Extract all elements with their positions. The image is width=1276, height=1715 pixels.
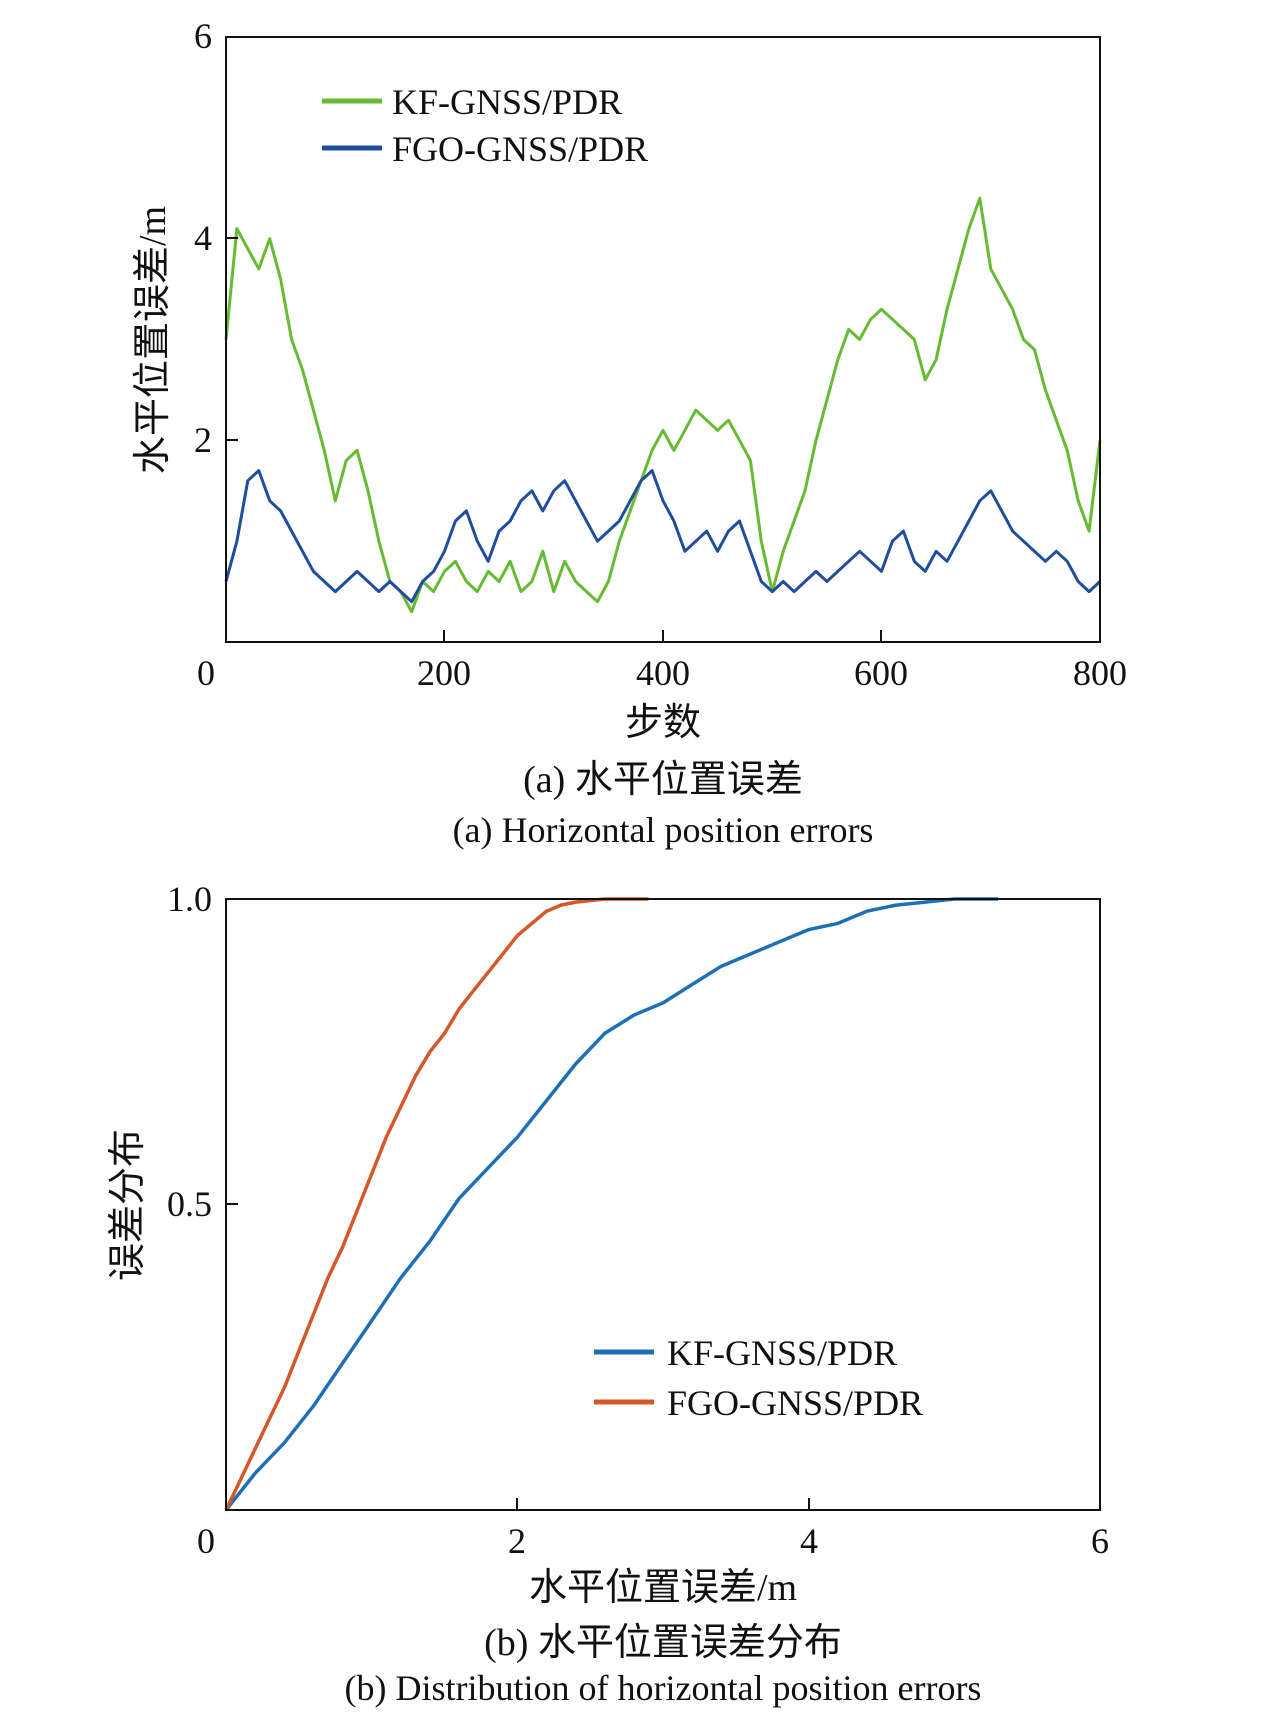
chart-a-y-tick-label: 6 bbox=[194, 16, 212, 56]
chart-b-plot-lines bbox=[224, 897, 998, 1512]
chart-b-plot-frame bbox=[225, 898, 1101, 1511]
chart-b-legend-label-fgo: FGO-GNSS/PDR bbox=[667, 1383, 923, 1423]
chart-a-caption-cn: (a) 水平位置误差 bbox=[523, 759, 803, 801]
chart-b-series-kf-line bbox=[224, 897, 998, 1512]
chart-b-x-tick-label: 4 bbox=[800, 1521, 818, 1561]
chart-a-legend-label-kf: KF-GNSS/PDR bbox=[392, 82, 622, 122]
chart-b-x-tick-label: 0 bbox=[197, 1521, 215, 1561]
chart-a-y-axis-title: 水平位置误差/m bbox=[132, 206, 174, 474]
chart-a-x-tick-label: 600 bbox=[854, 653, 908, 693]
chart-a-caption-en: (a) Horizontal position errors bbox=[453, 810, 874, 850]
chart-b: 0.5 1.0 0 2 4 6 水平位置误差/m 误差分布 KF-GNSS/PD… bbox=[107, 879, 1109, 1708]
chart-a-x-tick-label: 200 bbox=[417, 653, 471, 693]
chart-b-y-tick-label: 0.5 bbox=[167, 1184, 212, 1224]
chart-a-x-tick-label: 400 bbox=[636, 653, 690, 693]
chart-b-y-axis-title: 误差分布 bbox=[107, 1129, 149, 1281]
chart-a-plot-lines bbox=[224, 196, 1102, 614]
chart-a-x-axis-title: 步数 bbox=[625, 702, 701, 744]
chart-b-caption-en: (b) Distribution of horizontal position … bbox=[345, 1668, 982, 1708]
chart-b-x-tick-label: 2 bbox=[508, 1521, 526, 1561]
chart-a-y-tick-label: 2 bbox=[194, 420, 212, 460]
chart-a-x-tick-label: 800 bbox=[1073, 653, 1127, 693]
chart-b-x-axis-title: 水平位置误差/m bbox=[529, 1567, 797, 1609]
chart-a-series-kf-line bbox=[224, 196, 1102, 614]
chart-a: 2 4 6 0 200 400 600 800 步数 水平位置误差/m KF-G… bbox=[132, 16, 1127, 850]
chart-a-legend: KF-GNSS/PDR FGO-GNSS/PDR bbox=[322, 82, 648, 169]
chart-b-legend-label-kf: KF-GNSS/PDR bbox=[667, 1333, 897, 1373]
chart-b-series-fgo-line bbox=[224, 897, 649, 1511]
chart-a-x-tick-label: 0 bbox=[197, 653, 215, 693]
chart-b-legend: KF-GNSS/PDR FGO-GNSS/PDR bbox=[594, 1333, 923, 1423]
chart-b-y-tick-label: 1.0 bbox=[167, 879, 212, 919]
chart-a-legend-label-fgo: FGO-GNSS/PDR bbox=[392, 129, 648, 169]
chart-a-plot-frame bbox=[225, 36, 1101, 643]
chart-a-y-tick-label: 4 bbox=[194, 218, 212, 258]
chart-b-caption-cn: (b) 水平位置误差分布 bbox=[484, 1622, 842, 1664]
chart-b-x-tick-label: 6 bbox=[1091, 1521, 1109, 1561]
chart-a-series-fgo-line bbox=[224, 469, 1102, 604]
